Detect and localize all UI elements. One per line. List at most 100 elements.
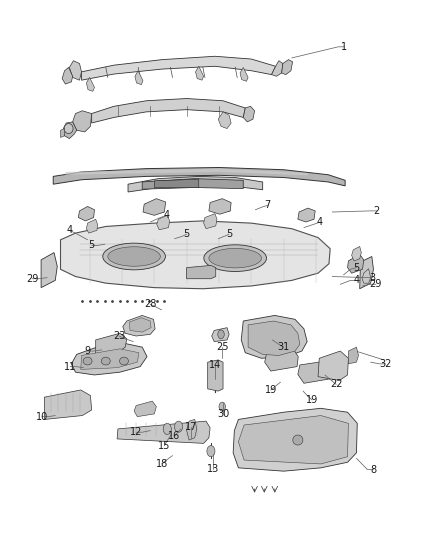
- Polygon shape: [69, 61, 81, 80]
- Polygon shape: [60, 128, 64, 138]
- Ellipse shape: [101, 357, 110, 365]
- Polygon shape: [204, 214, 217, 229]
- Text: 31: 31: [278, 342, 290, 352]
- Polygon shape: [352, 246, 361, 261]
- Polygon shape: [134, 401, 156, 417]
- Text: 16: 16: [168, 431, 180, 441]
- Text: 2: 2: [374, 206, 380, 216]
- Text: 19: 19: [306, 395, 318, 405]
- Polygon shape: [348, 347, 358, 364]
- Text: 29: 29: [370, 279, 382, 289]
- Ellipse shape: [120, 357, 128, 365]
- Polygon shape: [123, 316, 155, 336]
- Polygon shape: [240, 67, 248, 82]
- Text: 18: 18: [155, 459, 168, 469]
- Text: 1: 1: [341, 42, 347, 52]
- Text: 17: 17: [184, 422, 197, 432]
- Polygon shape: [44, 390, 92, 419]
- Polygon shape: [142, 179, 243, 189]
- Text: 22: 22: [330, 379, 343, 390]
- Ellipse shape: [83, 357, 92, 365]
- Polygon shape: [212, 328, 229, 342]
- Polygon shape: [53, 167, 345, 186]
- Ellipse shape: [103, 243, 166, 270]
- Text: 11: 11: [64, 361, 76, 372]
- Polygon shape: [318, 351, 348, 381]
- Text: 12: 12: [130, 427, 142, 437]
- Polygon shape: [233, 408, 357, 471]
- Polygon shape: [65, 168, 308, 175]
- Polygon shape: [272, 61, 283, 76]
- Text: 5: 5: [353, 263, 360, 272]
- Polygon shape: [209, 199, 231, 214]
- Polygon shape: [154, 179, 199, 188]
- Polygon shape: [243, 106, 254, 122]
- Text: 14: 14: [209, 360, 221, 370]
- Polygon shape: [282, 60, 293, 75]
- Text: 32: 32: [379, 359, 392, 369]
- Polygon shape: [208, 360, 223, 391]
- Polygon shape: [81, 56, 276, 80]
- Text: 5: 5: [88, 240, 95, 251]
- Polygon shape: [73, 111, 92, 132]
- Text: 5: 5: [226, 229, 232, 239]
- Text: 28: 28: [144, 300, 156, 309]
- Text: 29: 29: [26, 274, 39, 284]
- Text: 4: 4: [66, 225, 72, 236]
- Circle shape: [207, 446, 215, 457]
- Polygon shape: [241, 316, 307, 358]
- Circle shape: [219, 402, 226, 411]
- Polygon shape: [187, 419, 197, 440]
- Polygon shape: [60, 221, 330, 289]
- Text: 19: 19: [265, 385, 277, 395]
- Polygon shape: [360, 256, 374, 289]
- Text: 30: 30: [217, 409, 229, 419]
- Text: 13: 13: [207, 464, 219, 474]
- Polygon shape: [143, 199, 166, 215]
- Polygon shape: [265, 349, 298, 371]
- Polygon shape: [81, 349, 139, 369]
- Circle shape: [218, 330, 224, 339]
- Polygon shape: [129, 318, 151, 332]
- Text: 4: 4: [163, 211, 170, 220]
- Polygon shape: [238, 416, 348, 464]
- Polygon shape: [128, 176, 263, 192]
- Ellipse shape: [64, 124, 73, 134]
- Circle shape: [174, 421, 183, 432]
- Polygon shape: [248, 321, 300, 356]
- Text: 5: 5: [184, 229, 190, 239]
- Text: 4: 4: [353, 276, 360, 285]
- Text: 15: 15: [158, 441, 171, 450]
- Text: 23: 23: [113, 331, 125, 341]
- Ellipse shape: [108, 247, 160, 266]
- Text: 3: 3: [370, 272, 376, 282]
- Ellipse shape: [293, 435, 303, 445]
- Polygon shape: [78, 206, 95, 221]
- Text: 10: 10: [36, 411, 48, 422]
- Polygon shape: [157, 215, 170, 230]
- Text: 8: 8: [371, 464, 377, 474]
- Polygon shape: [298, 361, 332, 383]
- Polygon shape: [92, 99, 245, 123]
- Polygon shape: [218, 112, 231, 128]
- Polygon shape: [71, 343, 147, 375]
- Polygon shape: [362, 269, 371, 283]
- Text: 7: 7: [265, 200, 271, 211]
- Text: 4: 4: [317, 217, 323, 227]
- Ellipse shape: [204, 245, 266, 271]
- Polygon shape: [348, 254, 364, 273]
- Polygon shape: [62, 67, 73, 84]
- Polygon shape: [64, 122, 77, 139]
- Text: 9: 9: [85, 346, 91, 356]
- Ellipse shape: [209, 248, 261, 268]
- Polygon shape: [135, 71, 143, 85]
- Polygon shape: [298, 208, 315, 222]
- Polygon shape: [86, 219, 98, 233]
- Polygon shape: [41, 253, 57, 288]
- Text: 25: 25: [216, 342, 229, 352]
- Polygon shape: [117, 421, 210, 443]
- Polygon shape: [95, 333, 127, 354]
- Circle shape: [163, 423, 171, 434]
- Polygon shape: [187, 265, 216, 279]
- Polygon shape: [195, 66, 204, 80]
